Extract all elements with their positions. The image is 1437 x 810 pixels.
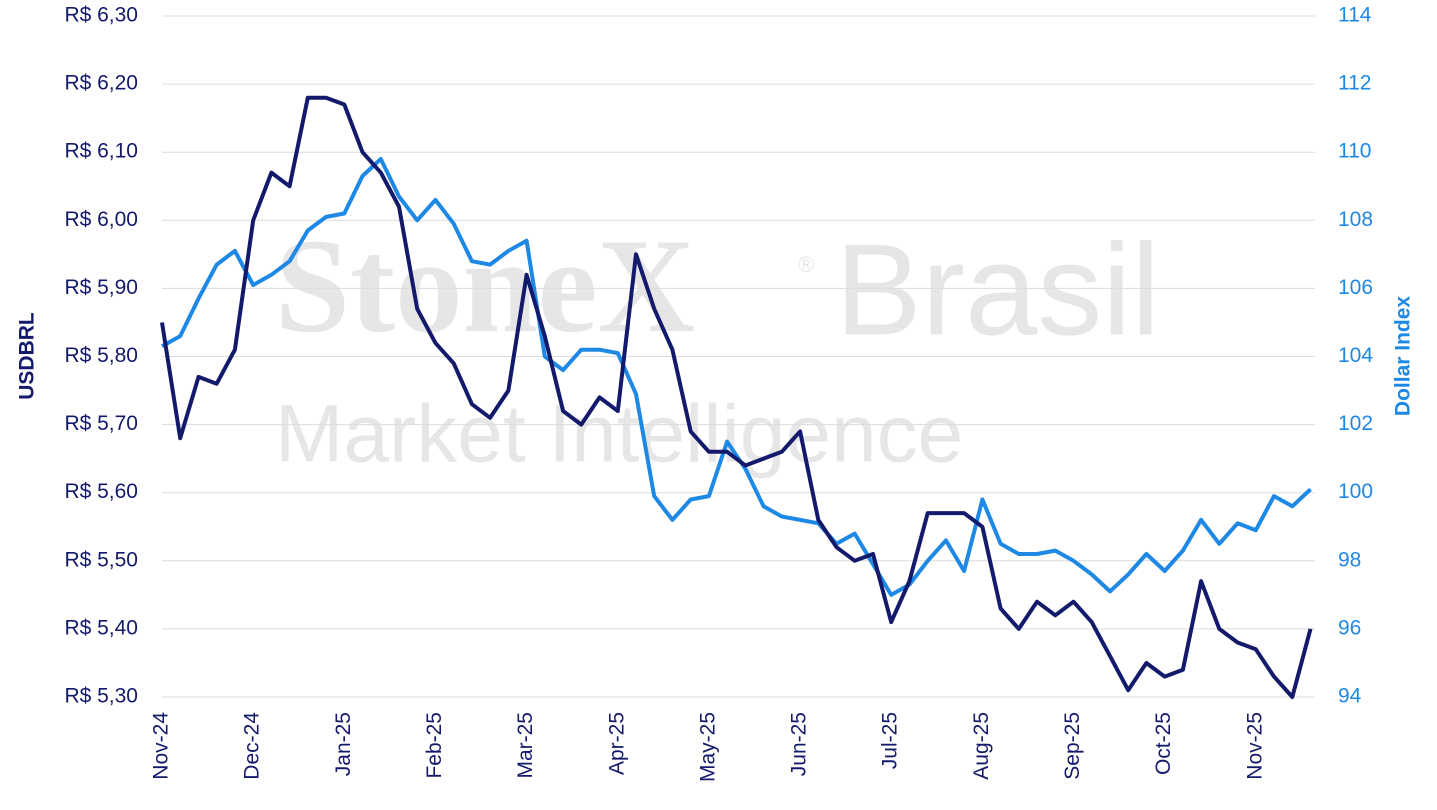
y-tick-label: R$ 5,40 <box>64 616 138 639</box>
y-tick-label: R$ 6,30 <box>64 4 138 27</box>
y-tick-label: R$ 6,10 <box>64 140 138 163</box>
watermark-mark: ® <box>798 252 814 277</box>
y2-tick-label: 104 <box>1338 344 1373 367</box>
x-tick-label: Nov-24 <box>150 712 173 780</box>
y2-tick-label: 114 <box>1338 4 1372 27</box>
y-tick-label: R$ 5,80 <box>64 344 138 367</box>
watermark-region: Brasil <box>835 216 1160 362</box>
x-tick-label: Mar-25 <box>514 712 537 779</box>
x-tick-label: Apr-25 <box>605 712 628 775</box>
x-tick-label: Sep-25 <box>1061 712 1084 780</box>
y2-tick-label: 94 <box>1338 685 1362 708</box>
y-tick-label: R$ 5,50 <box>64 548 138 571</box>
y2-tick-label: 106 <box>1338 276 1373 299</box>
y2-tick-label: 108 <box>1338 208 1373 231</box>
x-tick-label: Jan-25 <box>332 712 355 776</box>
x-tick-label: Aug-25 <box>970 712 993 780</box>
y2-axis-title: Dollar Index <box>1392 296 1415 417</box>
series-line <box>161 157 1312 597</box>
y-tick-label: R$ 5,30 <box>64 685 138 708</box>
x-tick-label: Jul-25 <box>879 712 902 769</box>
y2-tick-label: 98 <box>1338 548 1361 571</box>
y-tick-label: R$ 5,60 <box>64 480 138 503</box>
y2-tick-label: 100 <box>1338 480 1373 503</box>
series-line <box>160 95 1313 699</box>
y-tick-label: R$ 6,20 <box>64 72 138 95</box>
y-axis-title: USDBRL <box>16 312 39 400</box>
y2-tick-label: 112 <box>1338 72 1371 95</box>
y-tick-label: R$ 5,70 <box>64 412 138 435</box>
x-tick-label: Oct-25 <box>1152 712 1175 775</box>
y2-tick-label: 102 <box>1338 412 1373 435</box>
x-tick-label: Nov-25 <box>1243 712 1266 780</box>
y-tick-label: R$ 5,90 <box>64 276 138 299</box>
x-tick-label: Feb-25 <box>423 712 446 779</box>
x-tick-label: Dec-24 <box>241 712 264 780</box>
y2-tick-label: 110 <box>1338 140 1371 163</box>
x-tick-label: Jun-25 <box>788 712 811 776</box>
x-tick-label: May-25 <box>696 712 719 782</box>
y-tick-label: R$ 6,00 <box>64 208 138 231</box>
y2-tick-label: 96 <box>1338 616 1361 639</box>
